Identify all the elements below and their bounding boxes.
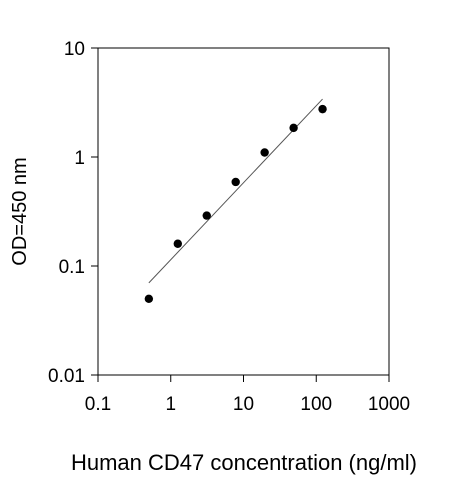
data-point — [202, 211, 211, 220]
y-tick-label: 0.01 — [48, 366, 85, 387]
x-tick-label: 100 — [300, 394, 332, 415]
x-tick-label: 1 — [165, 394, 176, 415]
x-axis-ticks: 0.1 1 10 100 1000 — [85, 375, 410, 415]
y-tick-label: 0.1 — [59, 257, 85, 278]
x-tick-label: 0.1 — [85, 394, 111, 415]
plot-frame — [97, 47, 390, 376]
x-axis-label: Human CD47 concentration (ng/ml) — [71, 450, 417, 475]
data-point — [231, 177, 240, 187]
data-point — [144, 294, 154, 304]
data-points — [144, 104, 327, 304]
y-axis-ticks: 0.01 0.1 1 10 — [48, 39, 98, 387]
data-point — [289, 123, 298, 133]
y-tick-label: 1 — [74, 148, 85, 169]
data-point — [173, 239, 183, 248]
data-point — [260, 148, 269, 157]
y-tick-label: 10 — [64, 39, 85, 60]
y-axis-label: OD=450 nm — [9, 157, 31, 265]
data-point — [318, 104, 327, 114]
x-tick-label: 10 — [233, 394, 254, 415]
x-tick-label: 1000 — [368, 394, 410, 415]
